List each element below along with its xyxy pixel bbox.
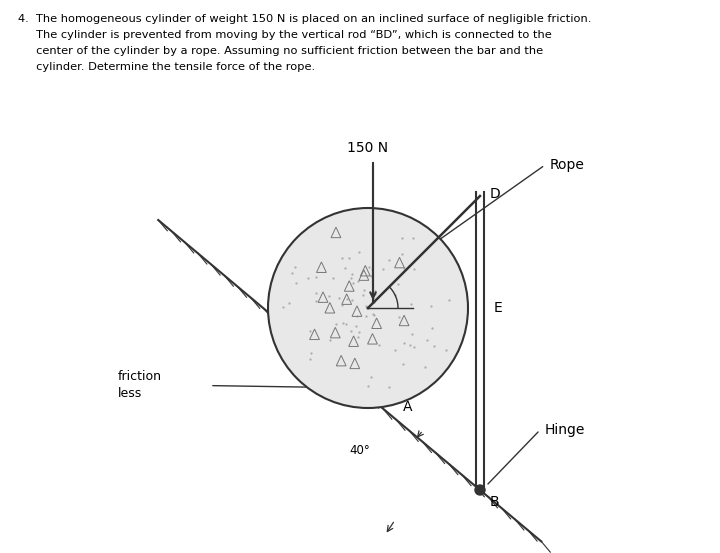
Text: cylinder. Determine the tensile force of the rope.: cylinder. Determine the tensile force of… — [18, 62, 315, 72]
Text: B: B — [490, 495, 500, 509]
Text: Rope: Rope — [550, 158, 585, 172]
Text: 45°: 45° — [416, 313, 434, 323]
Circle shape — [475, 485, 485, 495]
Text: A: A — [402, 400, 412, 414]
Text: 150 N: 150 N — [348, 141, 389, 155]
Text: 40°: 40° — [350, 444, 370, 456]
Text: Hinge: Hinge — [545, 423, 585, 437]
Text: The cylinder is prevented from moving by the vertical rod “BD”, which is connect: The cylinder is prevented from moving by… — [18, 30, 552, 40]
Text: C: C — [341, 320, 350, 334]
Circle shape — [268, 208, 468, 408]
Text: E: E — [494, 301, 503, 315]
Text: friction: friction — [118, 370, 162, 383]
Text: D: D — [490, 187, 500, 201]
Text: center of the cylinder by a rope. Assuming no sufficient friction between the ba: center of the cylinder by a rope. Assumi… — [18, 46, 543, 56]
Text: 4.  The homogeneous cylinder of weight 150 N is placed on an inclined surface of: 4. The homogeneous cylinder of weight 15… — [18, 14, 591, 24]
Text: less: less — [118, 387, 143, 400]
